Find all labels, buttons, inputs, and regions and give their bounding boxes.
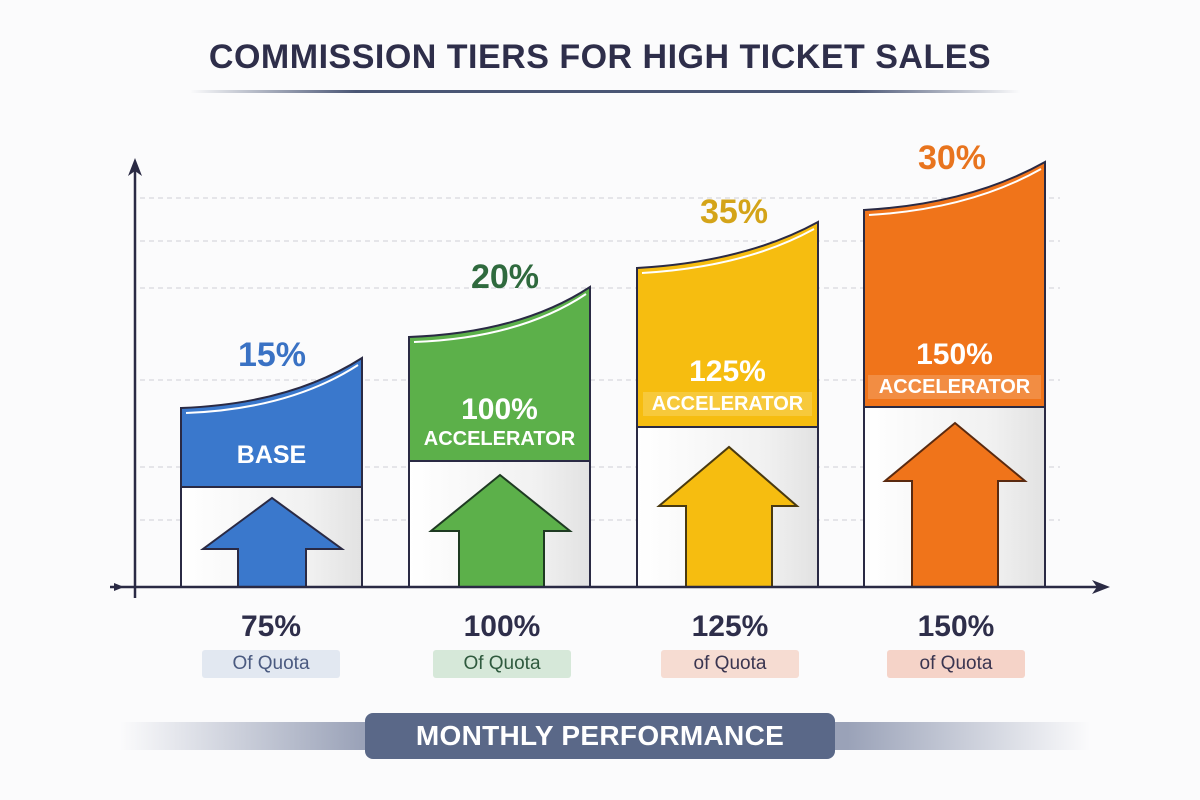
quota-percent: 125% (691, 610, 769, 643)
quota-tag: Of Quota (433, 650, 571, 678)
bar-tier-1 (180, 356, 363, 588)
quota-tag: Of Quota (202, 650, 340, 678)
x-axis-label: MONTHLY PERFORMANCE (365, 713, 835, 759)
band-label-tier-4: 150% ACCELERATOR (864, 338, 1045, 399)
quota-label-tier-1: 75% Of Quota (181, 610, 361, 678)
commission-rate-tier-2: 20% (470, 258, 540, 296)
chart-title: COMMISSION TIERS FOR HIGH TICKET SALES (208, 38, 992, 76)
band-label-tier-2: 100% ACCELERATOR (409, 393, 590, 451)
quota-tag: of Quota (661, 650, 799, 678)
y-axis (128, 158, 142, 598)
quota-label-tier-4: 150% of Quota (866, 610, 1046, 678)
bar-tier-4 (863, 160, 1046, 588)
bar-tier-2 (408, 285, 591, 588)
quota-percent: 150% (917, 610, 995, 643)
band-title: BASE (236, 441, 307, 469)
band-title: 125% (689, 355, 766, 388)
title-underline (190, 90, 1020, 93)
quota-label-tier-3: 125% of Quota (640, 610, 820, 678)
band-subtitle: ACCELERATOR (423, 428, 576, 450)
band-label-tier-1: BASE (181, 440, 362, 470)
commission-rate-tier-4: 30% (917, 139, 987, 177)
band-subtitle: ACCELERATOR (643, 392, 812, 416)
quota-label-tier-2: 100% Of Quota (412, 610, 592, 678)
quota-percent: 75% (240, 610, 302, 643)
quota-tag: of Quota (887, 650, 1025, 678)
commission-rate-tier-1: 15% (237, 336, 307, 374)
bar-tier-3 (636, 220, 819, 588)
band-title: 100% (461, 393, 538, 426)
quota-percent: 100% (463, 610, 541, 643)
commission-rate-tier-3: 35% (699, 193, 769, 231)
x-axis (110, 580, 1110, 594)
band-subtitle: ACCELERATOR (868, 375, 1041, 399)
band-label-tier-3: 125% ACCELERATOR (637, 355, 818, 416)
band-title: 150% (916, 338, 993, 371)
